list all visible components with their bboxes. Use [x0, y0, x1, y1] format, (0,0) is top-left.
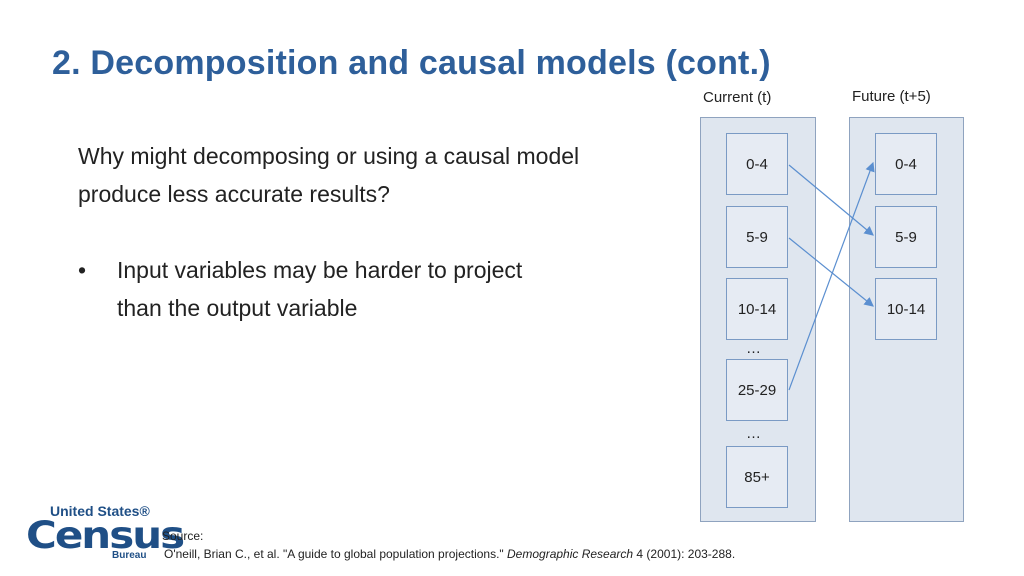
slide-title: 2. Decomposition and causal models (cont…	[52, 44, 771, 82]
source-citation-after: 4 (2001): 203-288.	[633, 547, 736, 561]
logo-line3: Bureau	[112, 550, 147, 561]
future-box-5-9: 5-9	[875, 206, 937, 268]
arrow-0-4-to-5-9	[788, 164, 874, 236]
logo-line1: United States®	[50, 503, 150, 519]
current-box-25-29: 25-29	[726, 359, 788, 421]
current-ellipsis-1: …	[746, 340, 761, 357]
current-column-header: Current (t)	[703, 89, 772, 106]
bullet-text: Input variables may be harder to project…	[117, 257, 523, 321]
source-journal: Demographic Research	[507, 547, 634, 561]
future-column-header: Future (t+5)	[852, 88, 931, 105]
future-box-0-4: 0-4	[875, 133, 937, 195]
bullet-marker: •	[78, 257, 87, 283]
current-box-5-9: 5-9	[726, 206, 788, 268]
arrow-25-29-to-0-4	[788, 161, 875, 391]
census-logo: United States® Census Bureau	[26, 503, 185, 563]
current-box-10-14: 10-14	[726, 278, 788, 340]
current-box-85-plus: 85+	[726, 446, 788, 508]
logo-line2: Census	[26, 513, 185, 558]
source-label: Source:	[162, 529, 204, 543]
arrow-5-9-to-10-14	[788, 237, 874, 307]
question-text: Why might decomposing or using a causal …	[78, 143, 580, 207]
current-ellipsis-2: …	[746, 425, 761, 442]
future-box-10-14: 10-14	[875, 278, 937, 340]
source-citation: O'neill, Brian C., et al. "A guide to gl…	[164, 547, 735, 561]
source-citation-before: O'neill, Brian C., et al. "A guide to gl…	[164, 547, 508, 561]
current-box-0-4: 0-4	[726, 133, 788, 195]
